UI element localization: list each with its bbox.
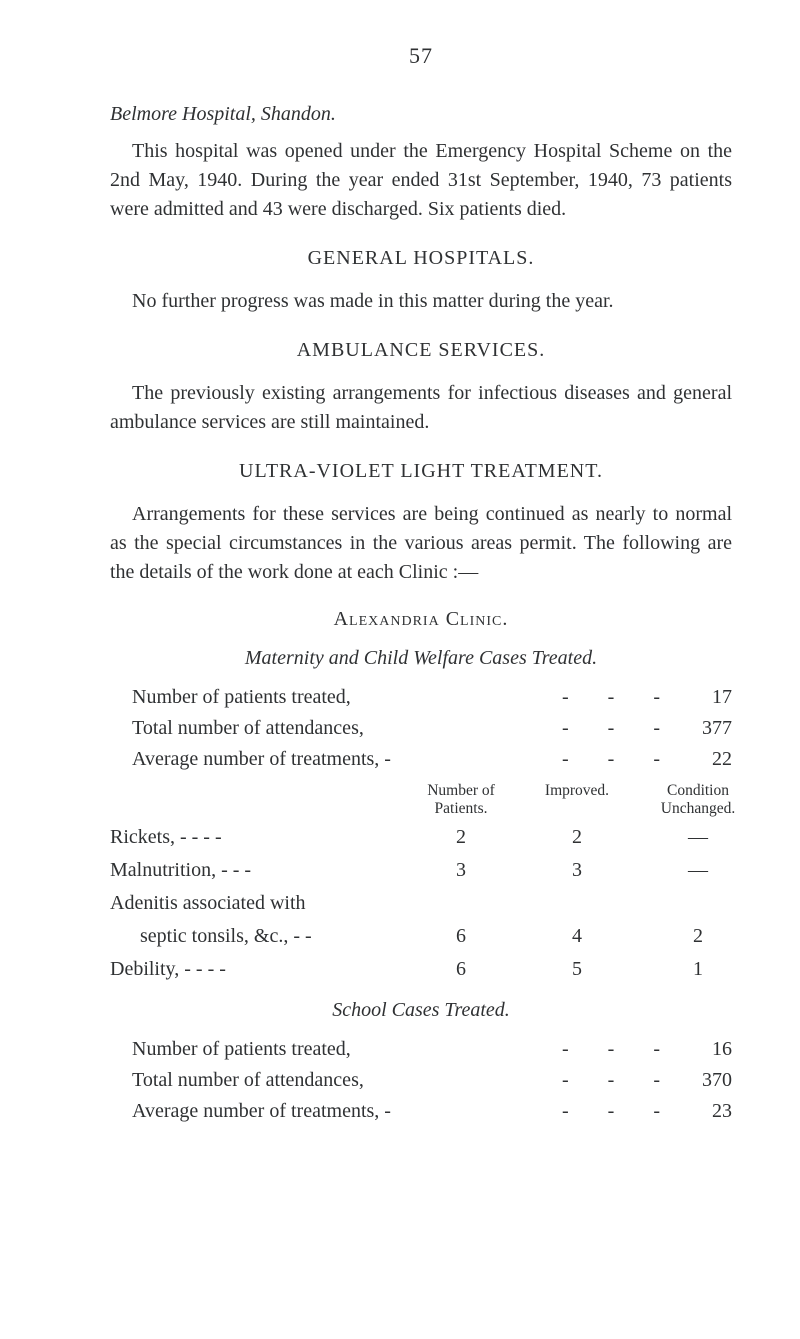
cell-value: 5 (522, 955, 632, 984)
row-label: Adenitis associated with (110, 889, 400, 918)
cell-value (406, 889, 516, 918)
stat-label: Average number of treatments, - (132, 1097, 556, 1126)
cell-value: 2 (638, 922, 758, 951)
cell-value: 4 (522, 922, 632, 951)
stat-dashes: - - - (562, 1097, 666, 1126)
row-label: Malnutrition, - - - (110, 856, 400, 885)
cell-value: 1 (638, 955, 758, 984)
cell-value: — (638, 856, 758, 885)
belmore-paragraph: This hospital was opened under the Emerg… (110, 137, 732, 224)
stat-value: 377 (672, 714, 732, 743)
stat-row: Number of patients treated, - - - 17 (132, 683, 732, 712)
page-number: 57 (110, 40, 732, 72)
stat-row: Total number of attendances, - - - 377 (132, 714, 732, 743)
cell-value: 3 (522, 856, 632, 885)
stat-row: Total number of attendances, - - - 370 (132, 1066, 732, 1095)
stat-label: Total number of attendances, (132, 1066, 556, 1095)
row-label: Rickets, - - - - (110, 823, 400, 852)
col-header-condition-unchanged: Condition Unchanged. (638, 782, 758, 819)
belmore-heading: Belmore Hospital, Shandon. (110, 100, 732, 129)
ambulance-paragraph: The previously existing arrangements for… (110, 379, 732, 437)
stat-row: Average number of treatments, - - - - 23 (132, 1097, 732, 1126)
stat-value: 16 (672, 1035, 732, 1064)
cell-value: 6 (406, 955, 516, 984)
maternity-heading: Maternity and Child Welfare Cases Treate… (110, 644, 732, 673)
clinic-table: Number of Patients. Improved. Condition … (110, 782, 732, 984)
stat-dashes: - - - (562, 745, 666, 774)
cell-value (638, 889, 758, 918)
cell-value: 3 (406, 856, 516, 885)
stat-row: Average number of treatments, - - - - 22 (132, 745, 732, 774)
row-label: septic tonsils, &c., - - (110, 922, 400, 951)
col-header-improved: Improved. (522, 782, 632, 819)
cell-value (522, 889, 632, 918)
uv-heading: ULTRA-VIOLET LIGHT TREATMENT. (110, 457, 732, 486)
stat-label: Average number of treatments, - (132, 745, 556, 774)
general-hospitals-heading: GENERAL HOSPITALS. (110, 244, 732, 273)
stat-label: Number of patients treated, (132, 1035, 556, 1064)
cell-value: — (638, 823, 758, 852)
stat-dashes: - - - (562, 1035, 666, 1064)
stat-row: Number of patients treated, - - - 16 (132, 1035, 732, 1064)
uv-paragraph: Arrangements for these services are bein… (110, 500, 732, 587)
alexandria-heading: Alexandria Clinic. (110, 605, 732, 634)
stat-label: Number of patients treated, (132, 683, 556, 712)
row-label: Debility, - - - - (110, 955, 400, 984)
stat-value: 23 (672, 1097, 732, 1126)
stat-label: Total number of attendances, (132, 714, 556, 743)
stat-value: 22 (672, 745, 732, 774)
cell-value: 6 (406, 922, 516, 951)
general-hospitals-paragraph: No further progress was made in this mat… (110, 287, 732, 316)
ambulance-heading: AMBULANCE SERVICES. (110, 336, 732, 365)
stat-dashes: - - - (562, 683, 666, 712)
stat-dashes: - - - (562, 714, 666, 743)
col-header-number-of-patients: Number of Patients. (406, 782, 516, 819)
cell-value: 2 (522, 823, 632, 852)
stat-dashes: - - - (562, 1066, 666, 1095)
stat-value: 17 (672, 683, 732, 712)
cell-value: 2 (406, 823, 516, 852)
stat-value: 370 (672, 1066, 732, 1095)
school-cases-heading: School Cases Treated. (110, 996, 732, 1025)
